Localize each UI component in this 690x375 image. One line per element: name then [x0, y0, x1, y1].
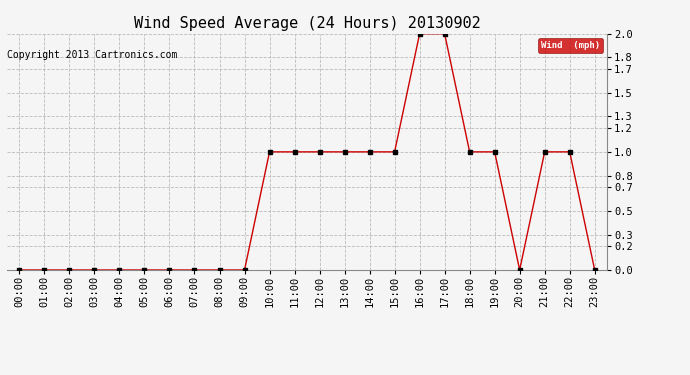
Title: Wind Speed Average (24 Hours) 20130902: Wind Speed Average (24 Hours) 20130902 [134, 16, 480, 31]
Text: Copyright 2013 Cartronics.com: Copyright 2013 Cartronics.com [7, 50, 177, 60]
Legend: Wind  (mph): Wind (mph) [538, 38, 602, 53]
